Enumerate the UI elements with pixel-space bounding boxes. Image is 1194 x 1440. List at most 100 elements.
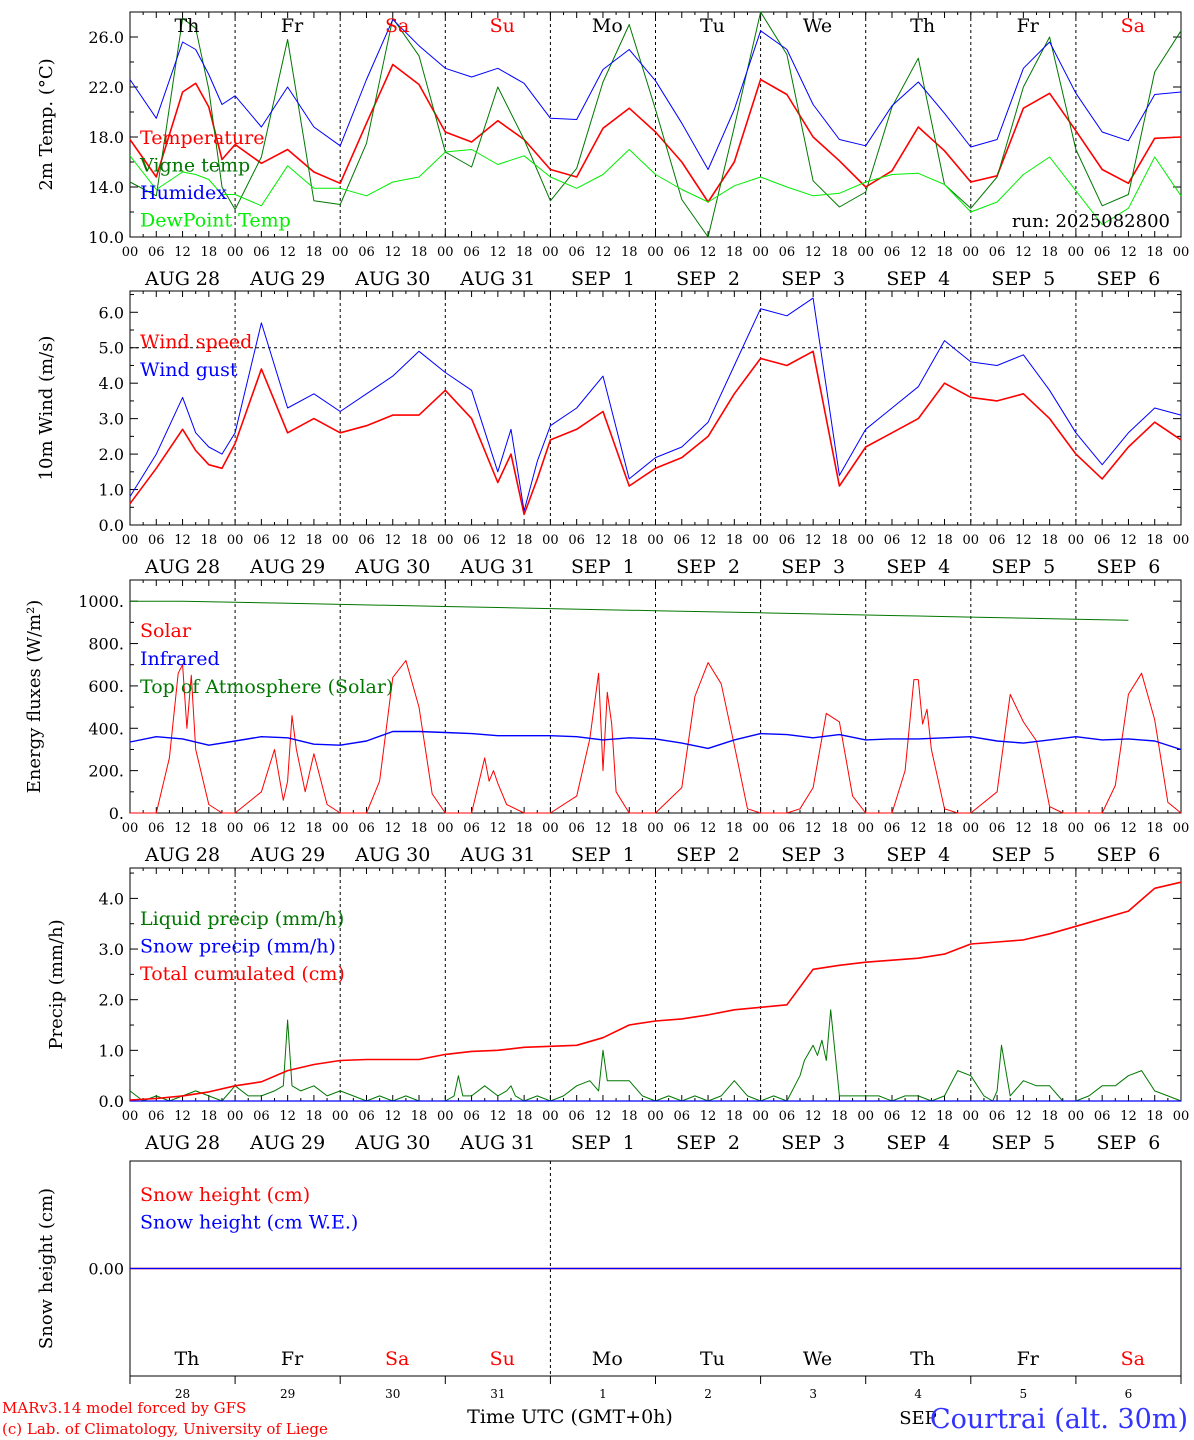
hour-label: 12 bbox=[805, 1109, 822, 1124]
hour-label: 06 bbox=[253, 821, 270, 836]
day-number-label: 4 bbox=[914, 1387, 922, 1401]
hour-label: 00 bbox=[437, 1109, 454, 1124]
hour-label: 00 bbox=[227, 245, 244, 260]
footer-model-credit: MARv3.14 model forced by GFS bbox=[2, 1399, 246, 1417]
series-line-2 bbox=[130, 600, 1129, 621]
date-label: SEP 3 bbox=[781, 268, 845, 290]
legend-entry: Infrared bbox=[140, 648, 220, 670]
hour-label: 06 bbox=[148, 1109, 165, 1124]
legend-entry: Humidex bbox=[140, 182, 227, 204]
hour-label: 00 bbox=[1173, 245, 1190, 260]
hour-label: 00 bbox=[963, 245, 980, 260]
hour-label: 18 bbox=[726, 1109, 743, 1124]
hour-label: 00 bbox=[542, 245, 559, 260]
weekday-label: We bbox=[803, 1348, 832, 1370]
y-axis-label: Precip (mm/h) bbox=[46, 919, 67, 1049]
y-tick-label: 400. bbox=[88, 719, 124, 738]
hour-label: 00 bbox=[752, 533, 769, 548]
hour-label: 18 bbox=[1146, 533, 1163, 548]
panel-2: 0.0 1.0 2.0 3.0 4.0 5.0 6.0 10m Wind (m/s) Wind … bbox=[36, 290, 1189, 578]
hour-label: 12 bbox=[384, 821, 401, 836]
hour-label: 06 bbox=[989, 533, 1006, 548]
hour-label: 12 bbox=[384, 1109, 401, 1124]
hour-label: 18 bbox=[306, 1109, 323, 1124]
hour-label: 12 bbox=[1015, 1109, 1032, 1124]
xaxis-title: Time UTC (GMT+0h) bbox=[467, 1406, 673, 1428]
hour-label: 18 bbox=[306, 533, 323, 548]
hour-label: 12 bbox=[1015, 533, 1032, 548]
date-label: AUG 31 bbox=[459, 556, 535, 578]
date-label: SEP 4 bbox=[886, 556, 950, 578]
sep-overlay-label: SEP bbox=[899, 1408, 937, 1429]
legend-entry: Wind speed bbox=[140, 331, 252, 353]
hour-label: 12 bbox=[490, 533, 507, 548]
hour-label: 18 bbox=[201, 821, 218, 836]
weekday-label: Tu bbox=[700, 1348, 725, 1370]
hour-label: 18 bbox=[831, 533, 848, 548]
hour-label: 00 bbox=[1068, 245, 1085, 260]
weekday-label: Sa bbox=[385, 1348, 409, 1370]
date-label: AUG 29 bbox=[249, 1132, 325, 1154]
hour-label: 12 bbox=[174, 821, 191, 836]
hour-label: 06 bbox=[148, 821, 165, 836]
hour-label: 06 bbox=[568, 533, 585, 548]
hour-label: 06 bbox=[884, 821, 901, 836]
weekday-label: Tu bbox=[700, 15, 725, 37]
hour-label: 12 bbox=[1120, 245, 1137, 260]
hour-label: 18 bbox=[1041, 1109, 1058, 1124]
date-label: SEP 1 bbox=[571, 1132, 635, 1154]
hour-label: 12 bbox=[805, 245, 822, 260]
weekday-label: Th bbox=[910, 1348, 935, 1370]
y-tick-label: 2.0 bbox=[99, 445, 124, 464]
y-tick-label: 18.0 bbox=[88, 128, 124, 147]
hour-label: 00 bbox=[1173, 821, 1190, 836]
y-tick-label: 14.0 bbox=[88, 178, 124, 197]
date-label: AUG 30 bbox=[354, 1132, 430, 1154]
hour-label: 00 bbox=[963, 1109, 980, 1124]
y-tick-label: 26.0 bbox=[88, 28, 124, 47]
date-label: SEP 3 bbox=[781, 556, 845, 578]
date-label: SEP 4 bbox=[886, 844, 950, 866]
hour-label: 00 bbox=[1068, 821, 1085, 836]
date-label: SEP 2 bbox=[676, 556, 740, 578]
hour-label: 18 bbox=[831, 821, 848, 836]
hour-label: 06 bbox=[358, 245, 375, 260]
y-tick-label: 0.00 bbox=[88, 1260, 124, 1279]
hour-label: 06 bbox=[989, 1109, 1006, 1124]
hour-label: 00 bbox=[122, 821, 139, 836]
hour-label: 18 bbox=[306, 245, 323, 260]
legend-entry: Wind gust bbox=[140, 359, 238, 381]
hour-label: 12 bbox=[384, 245, 401, 260]
hour-label: 06 bbox=[1094, 533, 1111, 548]
hour-label: 12 bbox=[279, 245, 296, 260]
hour-label: 18 bbox=[936, 821, 953, 836]
hour-label: 06 bbox=[989, 821, 1006, 836]
hour-label: 18 bbox=[1146, 1109, 1163, 1124]
hour-label: 12 bbox=[595, 533, 612, 548]
hour-label: 18 bbox=[621, 1109, 638, 1124]
day-number-label: 5 bbox=[1020, 1387, 1028, 1401]
hour-label: 00 bbox=[963, 821, 980, 836]
hour-label: 12 bbox=[174, 1109, 191, 1124]
hour-label: 12 bbox=[1120, 1109, 1137, 1124]
series-line-1 bbox=[129, 730, 1182, 751]
hour-label: 00 bbox=[752, 821, 769, 836]
hour-label: 12 bbox=[174, 533, 191, 548]
series-line-1 bbox=[129, 297, 1182, 512]
hour-label: 06 bbox=[779, 1109, 796, 1124]
hour-label: 06 bbox=[884, 533, 901, 548]
day-number-label: 28 bbox=[175, 1387, 190, 1401]
hour-label: 06 bbox=[358, 821, 375, 836]
legend-entry: Vigne temp bbox=[139, 155, 250, 177]
date-label: SEP 4 bbox=[886, 1132, 950, 1154]
date-label: SEP 5 bbox=[991, 556, 1055, 578]
series-line-0 bbox=[130, 660, 1182, 814]
hour-label: 00 bbox=[647, 245, 664, 260]
y-tick-label: 3.0 bbox=[99, 940, 124, 959]
weekday-label: Fr bbox=[281, 1348, 304, 1370]
hour-label: 00 bbox=[647, 533, 664, 548]
hour-label: 18 bbox=[726, 821, 743, 836]
hour-label: 00 bbox=[1068, 1109, 1085, 1124]
date-label: AUG 30 bbox=[354, 844, 430, 866]
hour-label: 06 bbox=[463, 821, 480, 836]
